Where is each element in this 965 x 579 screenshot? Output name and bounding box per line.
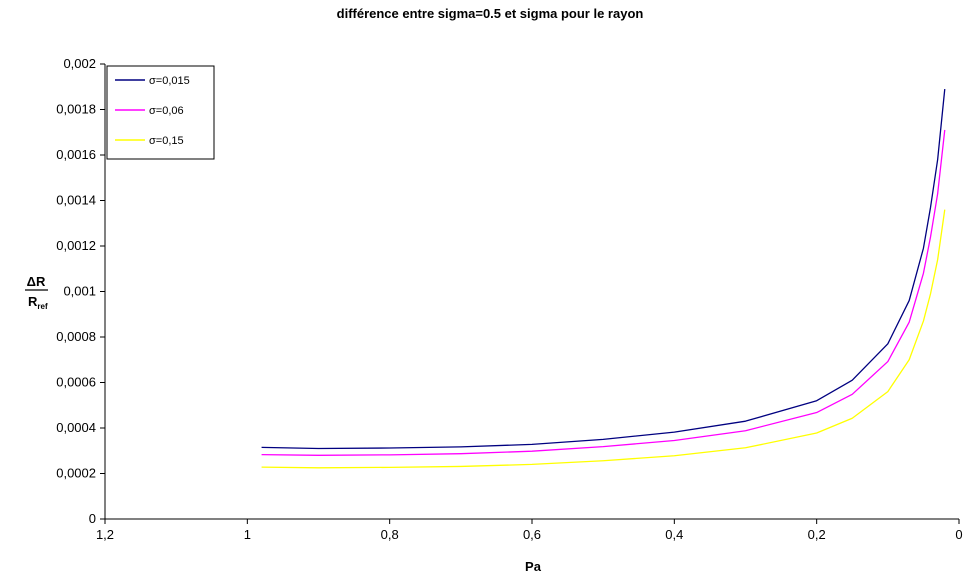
y-tick-label: 0,0016 [56, 147, 96, 162]
series-line-2 [261, 129, 946, 456]
x-tick-label: 1 [244, 527, 251, 542]
legend-label-3: σ=0,15 [149, 135, 184, 147]
legend-label-2: σ=0,06 [149, 105, 184, 117]
chart-title: différence entre sigma=0.5 et sigma pour… [337, 6, 644, 21]
x-tick-label: 0,6 [523, 527, 541, 542]
y-axis-label: ΔR Rref [25, 274, 48, 311]
legend-box [106, 65, 215, 160]
y-tick-label: 0,0004 [56, 420, 96, 435]
y-tick-label: 0,002 [63, 56, 96, 71]
legend-label-1: σ=0,015 [149, 75, 190, 87]
x-tick-label: 0,8 [381, 527, 399, 542]
y-tick-label: 0,0018 [56, 102, 96, 117]
y-tick-label: 0,0006 [56, 375, 96, 390]
y-axis-label-denominator: Rref [28, 294, 48, 311]
y-axis-label-denominator-sub: ref [37, 302, 48, 311]
x-tick-label: 0,4 [665, 527, 683, 542]
plot-area: 0 0,0002 0,0004 0,0006 0,0008 0,001 0,0012 0,00… [56, 56, 962, 542]
y-tick-label: 0,001 [63, 284, 96, 299]
y-tick-label: 0,0012 [56, 238, 96, 253]
series-line-3 [261, 209, 946, 469]
y-axis-label-denominator-main: R [28, 294, 38, 309]
x-axis-label: Pa [525, 559, 542, 574]
series-line-1 [261, 88, 946, 450]
x-tick-label: 0 [955, 527, 962, 542]
y-tick-label: 0 [89, 511, 96, 526]
y-tick-label: 0,0002 [56, 466, 96, 481]
y-tick-label: 0,0014 [56, 193, 96, 208]
x-tick-label: 1,2 [96, 527, 114, 542]
x-tick-label: 0,2 [808, 527, 826, 542]
y-tick-label: 0,0008 [56, 329, 96, 344]
y-axis-label-numerator: ΔR [27, 274, 46, 289]
